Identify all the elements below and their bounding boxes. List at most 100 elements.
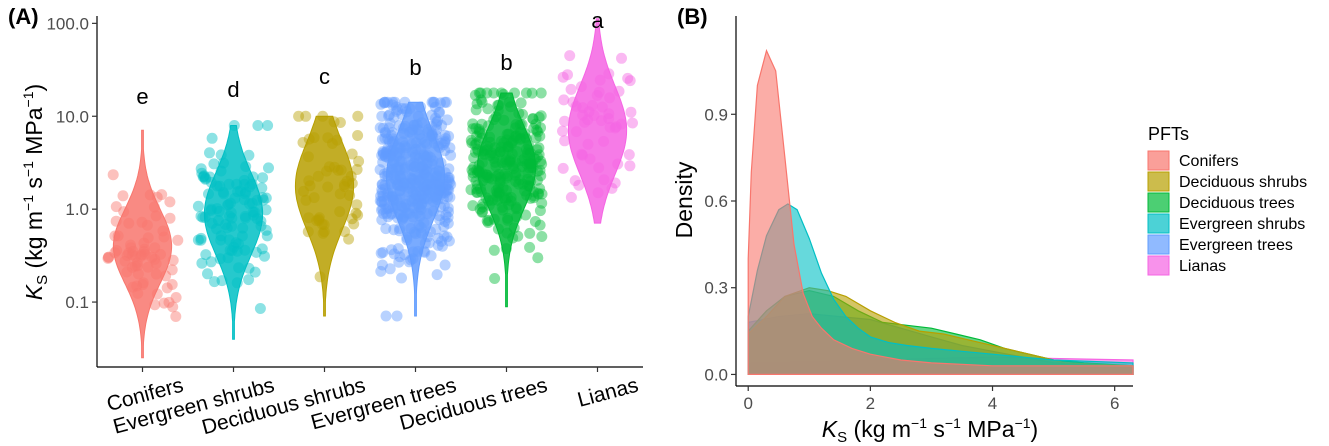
- significance-letter: b: [409, 55, 421, 80]
- data-point: [391, 310, 403, 322]
- data-point: [377, 190, 389, 202]
- data-point: [488, 244, 500, 256]
- data-point: [488, 87, 500, 99]
- data-point: [569, 175, 581, 187]
- data-point: [474, 125, 486, 137]
- data-point: [466, 137, 478, 149]
- data-point: [469, 146, 481, 158]
- data-point: [300, 110, 312, 122]
- data-point: [204, 147, 215, 159]
- data-point: [558, 94, 570, 106]
- data-point: [482, 103, 494, 115]
- x-category-label: Lianas: [575, 374, 641, 412]
- violin-evergreen-trees: [374, 96, 457, 322]
- data-point: [376, 178, 388, 190]
- data-point: [383, 110, 394, 122]
- panel-b-y-title: Density: [671, 161, 697, 238]
- data-point: [158, 297, 170, 309]
- panel-b-x-ticks: 0 2 4 6: [743, 386, 1119, 413]
- data-point: [387, 96, 399, 108]
- data-point: [624, 160, 636, 172]
- data-point: [476, 96, 488, 108]
- data-point: [468, 161, 480, 173]
- data-point: [439, 96, 451, 108]
- data-point: [423, 237, 435, 249]
- data-point: [534, 164, 546, 176]
- panel-a-label: (A): [8, 4, 39, 29]
- y-tick-label: 0.6: [704, 192, 728, 211]
- legend-swatch: [1147, 171, 1170, 192]
- x-tick-label: 4: [988, 394, 997, 413]
- data-point: [390, 101, 402, 113]
- density-areas: [747, 48, 1134, 375]
- data-point: [195, 232, 207, 244]
- data-point: [384, 109, 395, 121]
- data-point: [477, 201, 489, 213]
- legend-label: Deciduous shrubs: [1179, 174, 1307, 191]
- data-point: [432, 239, 444, 251]
- data-point: [195, 210, 207, 222]
- data-point: [445, 179, 457, 190]
- data-point: [375, 247, 387, 259]
- data-point: [388, 111, 400, 123]
- data-point: [530, 118, 542, 130]
- significance-letter: a: [591, 8, 604, 33]
- violin-shape: [385, 101, 446, 317]
- data-point: [156, 189, 168, 201]
- data-point: [378, 149, 389, 161]
- legend-swatch: [1147, 255, 1170, 276]
- data-point: [474, 127, 486, 138]
- data-point: [526, 87, 538, 99]
- data-point: [377, 203, 389, 215]
- data-point: [388, 248, 400, 260]
- data-point: [534, 130, 546, 142]
- violins: [102, 18, 638, 359]
- data-point: [434, 97, 446, 109]
- data-point: [196, 167, 208, 179]
- data-point: [443, 172, 455, 184]
- data-point: [107, 169, 119, 181]
- data-point: [379, 126, 391, 138]
- data-point: [430, 112, 441, 124]
- legend: PFTs Conifers Deciduous shrubs Deciduous t…: [1147, 124, 1307, 276]
- data-point: [377, 208, 389, 219]
- legend-item-conifers: Conifers: [1147, 150, 1239, 171]
- data-point: [425, 250, 437, 262]
- data-point: [378, 194, 390, 206]
- data-point: [384, 117, 396, 129]
- data-point: [164, 196, 176, 208]
- data-point: [376, 196, 388, 208]
- data-point: [623, 149, 635, 161]
- data-point: [444, 191, 456, 203]
- data-point: [293, 110, 305, 122]
- data-point: [256, 243, 268, 255]
- data-point: [467, 167, 479, 179]
- data-point: [536, 158, 548, 170]
- data-point: [249, 266, 261, 278]
- data-point: [117, 190, 129, 202]
- data-point: [198, 171, 210, 183]
- data-point: [252, 120, 264, 131]
- data-point: [471, 183, 483, 195]
- data-point: [375, 98, 387, 110]
- data-point: [438, 221, 450, 232]
- data-point: [375, 190, 387, 202]
- data-point: [524, 227, 536, 239]
- data-point: [440, 209, 452, 221]
- data-point: [436, 240, 448, 252]
- data-point: [378, 198, 390, 210]
- data-point: [254, 303, 266, 314]
- data-point: [426, 109, 438, 121]
- data-point: [534, 205, 546, 217]
- data-point: [627, 117, 638, 129]
- data-point: [467, 123, 479, 135]
- data-point: [346, 148, 358, 160]
- data-point: [439, 216, 451, 227]
- data-point: [439, 145, 451, 157]
- data-point: [465, 184, 477, 196]
- data-point: [110, 201, 122, 213]
- data-point: [256, 182, 268, 194]
- data-point: [442, 217, 454, 229]
- data-point: [352, 209, 364, 221]
- panel-b-label: (B): [677, 4, 708, 29]
